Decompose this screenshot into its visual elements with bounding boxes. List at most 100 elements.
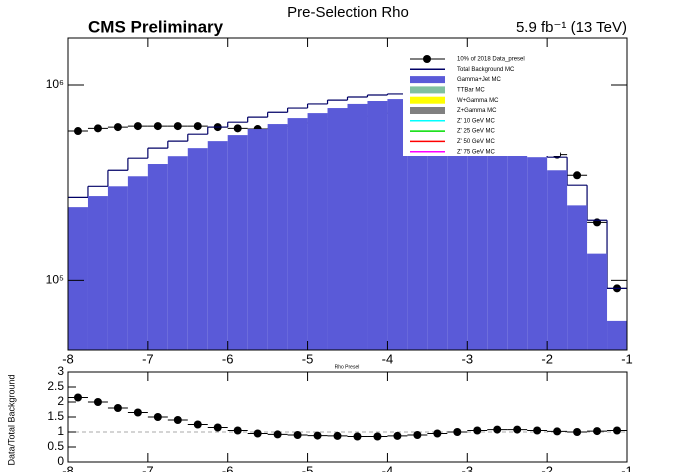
x-tick-label: -7 bbox=[142, 463, 154, 472]
data-point bbox=[593, 218, 602, 227]
x-tick-label: -8 bbox=[62, 463, 74, 472]
y-tick-label: 3 bbox=[57, 364, 64, 378]
y-tick-label: 0.5 bbox=[47, 439, 64, 453]
data-point bbox=[73, 393, 82, 402]
bar bbox=[547, 170, 568, 350]
data-point bbox=[173, 122, 182, 131]
y-tick-label: 10⁶ bbox=[46, 77, 64, 91]
x-tick-label: -4 bbox=[382, 463, 394, 472]
data-point bbox=[93, 398, 102, 406]
data-point bbox=[133, 122, 142, 131]
data-point bbox=[333, 431, 342, 440]
legend-symbol bbox=[410, 107, 445, 114]
frame bbox=[67, 37, 628, 351]
x-tick-label: -3 bbox=[462, 351, 474, 366]
y-tick-label: 10⁵ bbox=[46, 273, 64, 287]
legend: 10% of 2018 Data_presel Total Background … bbox=[403, 52, 560, 156]
legend-label: W+Gamma MC bbox=[457, 98, 499, 104]
chart-title: Pre-Selection Rho bbox=[287, 4, 409, 21]
bar bbox=[407, 98, 428, 351]
x-tick-label: -5 bbox=[302, 463, 314, 472]
x-tick-label: -1 bbox=[621, 351, 633, 366]
bar bbox=[487, 117, 508, 350]
legend-label: Gamma+Jet MC bbox=[457, 77, 502, 83]
bar bbox=[587, 253, 608, 350]
y-tick-label: 2 bbox=[57, 394, 64, 408]
data-point bbox=[513, 425, 522, 434]
y-tick-label: 1.5 bbox=[47, 409, 64, 423]
data-point bbox=[573, 428, 582, 436]
legend-label: 10% of 2018 Data_presel bbox=[457, 57, 525, 63]
data-point bbox=[113, 404, 122, 412]
experiment-label: CMS Preliminary bbox=[88, 17, 224, 36]
bar bbox=[68, 207, 88, 350]
bar bbox=[447, 101, 468, 351]
bar bbox=[107, 186, 128, 350]
data-point bbox=[173, 416, 182, 424]
legend-label: Z' 10 GeV MC bbox=[457, 118, 495, 124]
data-point bbox=[613, 426, 622, 435]
x-axis-label: Rho Presel bbox=[335, 364, 360, 370]
y-tick-label: 0 bbox=[57, 454, 64, 468]
y-tick-label: 2.5 bbox=[47, 379, 64, 393]
data-point bbox=[153, 122, 162, 131]
data-point bbox=[153, 413, 162, 421]
legend-label: Z' 50 GeV MC bbox=[457, 139, 495, 145]
x-tick-label: -2 bbox=[541, 351, 553, 366]
data-point bbox=[313, 431, 322, 440]
legend-label: Total Background MC bbox=[457, 67, 515, 73]
data-point bbox=[213, 423, 222, 432]
bar bbox=[427, 98, 448, 351]
x-tick-label: -4 bbox=[382, 351, 394, 366]
x-tick-label: -1 bbox=[621, 463, 633, 472]
data-point bbox=[593, 427, 602, 436]
data-point bbox=[193, 122, 202, 131]
data-point bbox=[273, 430, 282, 439]
data-point bbox=[473, 426, 482, 435]
bar bbox=[287, 118, 308, 350]
data-point bbox=[373, 432, 382, 441]
bar bbox=[347, 103, 368, 350]
data-point bbox=[353, 432, 362, 441]
data-point bbox=[553, 427, 562, 436]
legend-symbol bbox=[410, 86, 445, 94]
bar bbox=[187, 148, 208, 350]
data-point bbox=[193, 420, 202, 429]
bar bbox=[567, 205, 588, 350]
legend-symbol bbox=[410, 76, 445, 84]
data-point bbox=[233, 426, 242, 435]
legend-label: Z+Gamma MC bbox=[457, 108, 497, 114]
x-tick-label: -3 bbox=[462, 463, 474, 472]
x-tick-label: -6 bbox=[222, 351, 234, 366]
luminosity-label: 5.9 fb⁻¹ (13 TeV) bbox=[516, 19, 627, 36]
legend-label: Z' 25 GeV MC bbox=[457, 129, 495, 135]
bar bbox=[207, 141, 228, 350]
data-point bbox=[113, 123, 122, 132]
bar bbox=[267, 124, 288, 350]
data-point bbox=[573, 171, 582, 180]
bar bbox=[227, 135, 248, 350]
bar bbox=[527, 157, 548, 350]
x-tick-label: -6 bbox=[222, 463, 234, 472]
legend-symbol bbox=[410, 96, 445, 104]
x-tick-label: -2 bbox=[541, 463, 553, 472]
x-tick-label: -5 bbox=[302, 351, 314, 366]
bar bbox=[507, 134, 528, 350]
bar bbox=[467, 108, 488, 351]
y-tick-label: 1 bbox=[57, 424, 64, 438]
y-axis-label: Data/Total Background bbox=[6, 374, 16, 465]
bar bbox=[87, 196, 108, 350]
bar bbox=[327, 108, 348, 350]
x-tick-label: -8 bbox=[62, 351, 74, 366]
bar bbox=[367, 101, 388, 350]
data-point bbox=[453, 428, 462, 436]
data-point bbox=[73, 127, 82, 136]
x-tick-label: -7 bbox=[142, 351, 154, 366]
data-point bbox=[293, 431, 302, 439]
legend-label: Z' 75 GeV MC bbox=[457, 149, 495, 155]
bar bbox=[307, 113, 328, 350]
bar bbox=[167, 156, 188, 350]
legend-symbol bbox=[423, 55, 431, 63]
